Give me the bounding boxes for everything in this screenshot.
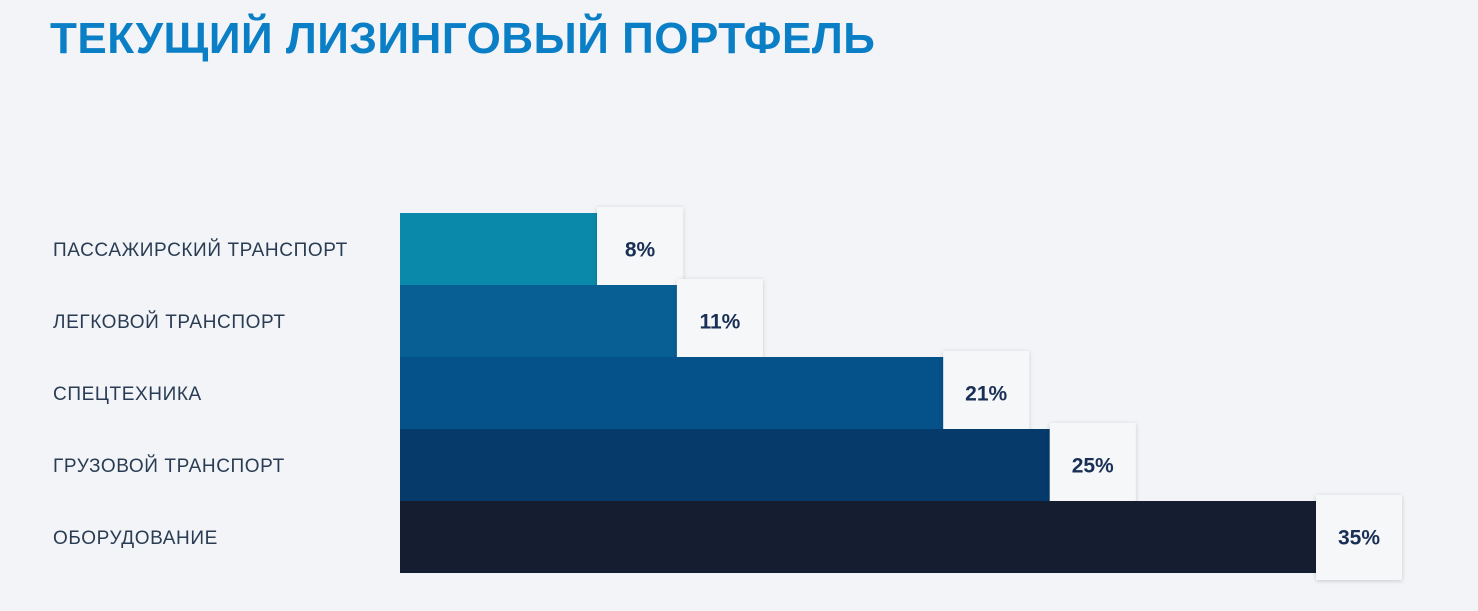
bar-5 xyxy=(400,501,1332,573)
category-label-1: ПАССАЖИРСКИЙ ТРАНСПОРТ xyxy=(53,239,348,261)
category-label-3: СПЕЦТЕХНИКА xyxy=(53,384,202,405)
value-label-2: 11% xyxy=(699,311,740,334)
value-box-4 xyxy=(1049,423,1136,508)
value-label-3: 21% xyxy=(965,383,1007,406)
bar-3 xyxy=(400,357,960,429)
category-label-2: ЛЕГКОВОЙ ТРАНСПОРТ xyxy=(53,311,286,333)
category-label-4: ГРУЗОВОЙ ТРАНСПОРТ xyxy=(53,455,285,477)
bar-4 xyxy=(400,429,1066,501)
value-box-5 xyxy=(1316,495,1402,580)
value-box-1 xyxy=(597,207,684,292)
value-label-4: 25% xyxy=(1072,455,1114,478)
bars-group: ПАССАЖИРСКИЙ ТРАНСПОРТ 8% ЛЕГКОВОЙ ТРАНСПО… xyxy=(53,207,1402,580)
value-box-3 xyxy=(943,351,1030,436)
page-title: ТЕКУЩИЙ ЛИЗИНГОВЫЙ ПОРТФЕЛЬ xyxy=(50,14,876,63)
value-box-2 xyxy=(676,279,763,364)
value-label-1: 8% xyxy=(625,239,656,262)
bar-2 xyxy=(400,285,693,357)
bar-1 xyxy=(400,213,614,285)
value-label-5: 35% xyxy=(1338,527,1380,550)
category-label-5: ОБОРУДОВАНИЕ xyxy=(53,528,218,549)
